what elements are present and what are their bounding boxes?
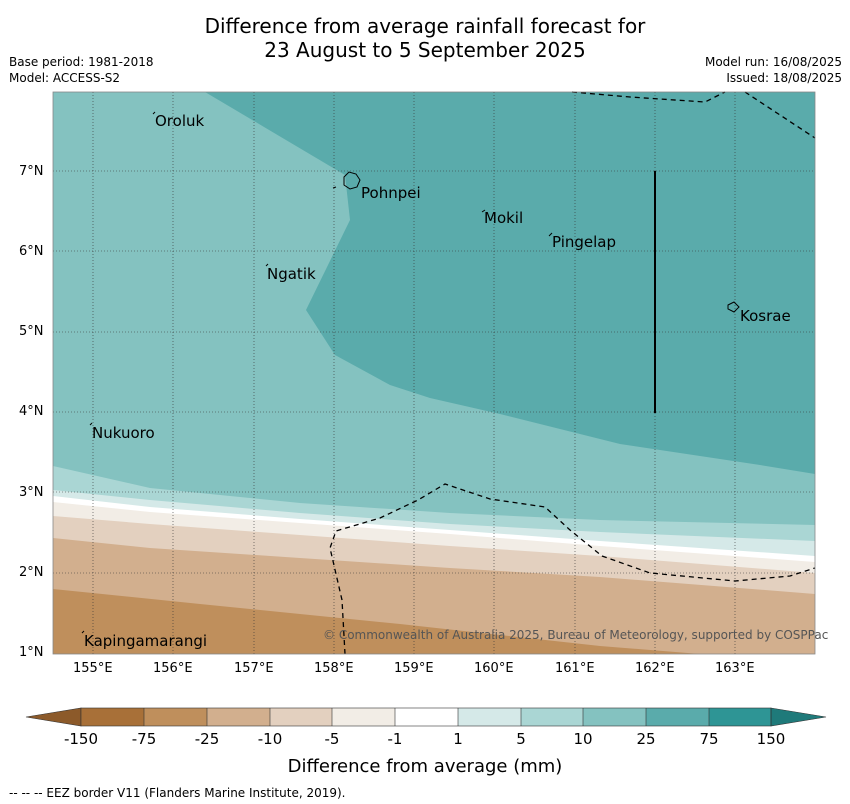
cb-seg-9 <box>646 708 709 726</box>
model-run: Model run: 16/08/2025 <box>704 55 842 69</box>
lon-label-163e: 163°E <box>715 661 755 676</box>
cb-seg-8 <box>583 708 646 726</box>
lon-label-156e: 156°E <box>153 661 193 676</box>
place-oroluk: Oroluk <box>155 112 205 130</box>
ngatik-atoll <box>265 263 269 267</box>
lat-label-3n: 3°N <box>19 485 44 500</box>
lat-label-4n: 4°N <box>19 404 44 419</box>
lon-label-157e: 157°E <box>234 661 274 676</box>
place-pohnpei: Pohnpei <box>361 184 421 202</box>
lat-label-5n: 5°N <box>19 324 44 339</box>
lon-label-160e: 160°E <box>474 661 514 676</box>
lon-label-158e: 158°E <box>314 661 354 676</box>
colorbar-extend-low <box>25 707 82 727</box>
cb-seg-4 <box>332 708 395 726</box>
issued-date: Issued: 18/08/2025 <box>726 71 842 85</box>
nukuoro-atoll <box>89 422 93 426</box>
cb-tick-6: 1 <box>453 730 463 748</box>
place-nukuoro: Nukuoro <box>92 424 155 442</box>
map-frame <box>52 91 816 655</box>
place-kosrae: Kosrae <box>740 307 791 325</box>
cb-seg-7 <box>521 708 583 726</box>
pingelap-atoll <box>548 232 553 237</box>
mokil-atoll <box>481 209 486 213</box>
band-25-75 <box>205 92 815 474</box>
colorbar <box>25 707 827 727</box>
lat-label-2n: 2°N <box>19 565 44 580</box>
model-name: Model: ACCESS-S2 <box>9 71 121 85</box>
islands <box>81 111 740 634</box>
cb-seg-2 <box>207 708 270 726</box>
eez-borders <box>329 91 816 655</box>
lon-label-161e: 161°E <box>555 661 595 676</box>
oroluk-atoll <box>152 111 156 115</box>
cb-tick-9: 25 <box>636 730 656 748</box>
cb-tick-1: -75 <box>131 730 157 748</box>
base-period: Base period: 1981-2018 <box>9 55 154 69</box>
title-line2: 23 August to 5 September 2025 <box>264 38 586 62</box>
eez-legend: -- -- -- EEZ border V11 (Flanders Marine… <box>9 786 346 800</box>
pohnpei-outline <box>343 171 361 190</box>
lon-label-155e: 155°E <box>73 661 113 676</box>
place-mokil: Mokil <box>484 209 524 227</box>
kapingamarangi-atoll <box>81 630 85 634</box>
cb-tick-11: 150 <box>756 730 786 748</box>
cb-tick-7: 5 <box>516 730 526 748</box>
copyright-notice: © Commonwealth of Australia 2025, Bureau… <box>323 628 829 642</box>
colorbar-extend-high <box>770 707 827 727</box>
lat-label-1n: 1°N <box>19 645 44 660</box>
cb-seg-3 <box>270 708 332 726</box>
cb-seg-5 <box>395 708 458 726</box>
lon-label-162e: 162°E <box>635 661 675 676</box>
cb-seg-10 <box>709 708 771 726</box>
kosrae-outline <box>727 301 740 313</box>
lon-label-159e: 159°E <box>394 661 434 676</box>
cb-tick-8: 10 <box>573 730 593 748</box>
cb-tick-3: -10 <box>257 730 283 748</box>
band-minus25-75 <box>53 589 700 654</box>
colorbar-title: Difference from average (mm) <box>287 756 563 777</box>
cb-seg-1 <box>144 708 207 726</box>
cb-tick-4: -5 <box>324 730 340 748</box>
cb-tick-0: -150 <box>63 730 99 748</box>
islet <box>332 186 337 189</box>
cb-tick-2: -25 <box>194 730 220 748</box>
place-kapingamarangi: Kapingamarangi <box>84 632 208 650</box>
map-fill-layers <box>53 92 815 654</box>
place-pingelap: Pingelap <box>552 233 617 251</box>
title-line1: Difference from average rainfall forecas… <box>204 14 646 38</box>
cb-tick-5: -1 <box>387 730 403 748</box>
lat-label-7n: 7°N <box>19 164 44 179</box>
cb-tick-10: 75 <box>699 730 719 748</box>
cb-seg-6 <box>458 708 521 726</box>
lat-label-6n: 6°N <box>19 244 44 259</box>
place-ngatik: Ngatik <box>267 265 316 283</box>
cb-seg-0 <box>81 708 144 726</box>
